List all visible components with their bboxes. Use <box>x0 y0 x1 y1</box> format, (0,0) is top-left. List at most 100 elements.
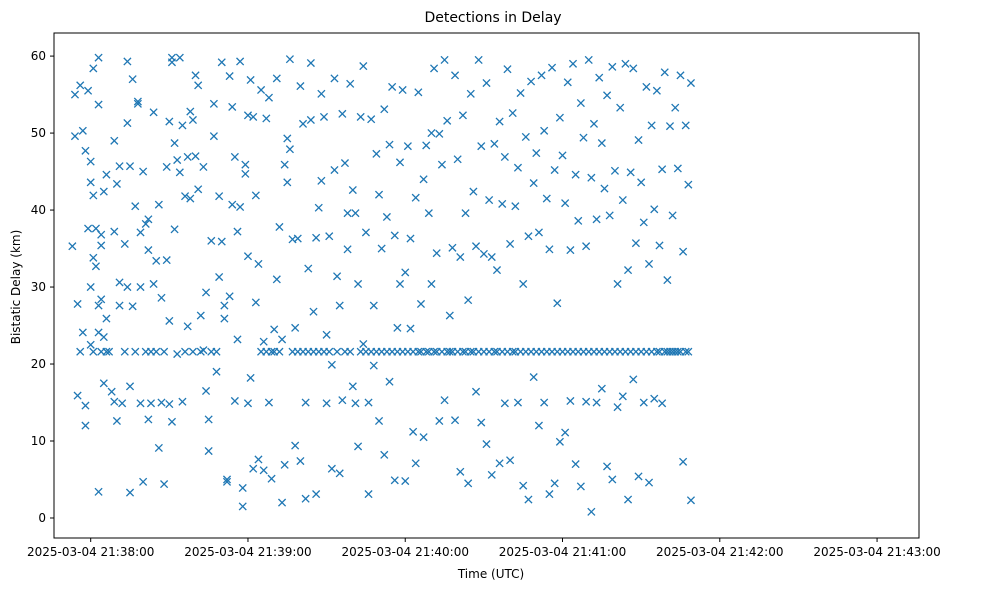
data-point-marker <box>419 175 428 184</box>
data-point-marker <box>178 397 187 406</box>
data-point-marker <box>275 222 284 232</box>
data-point-marker <box>175 53 184 62</box>
data-point-marker <box>398 85 407 95</box>
data-point-marker <box>608 62 617 71</box>
data-point-marker <box>524 232 533 241</box>
data-point-marker <box>665 122 675 131</box>
data-point-marker <box>650 394 659 403</box>
data-point-marker <box>343 245 352 254</box>
data-point-marker <box>477 142 486 151</box>
data-point-marker <box>78 126 87 135</box>
data-point-marker <box>186 107 195 116</box>
data-point-marker <box>225 72 234 81</box>
y-tick-label: 40 <box>31 203 46 217</box>
data-point-marker <box>327 464 336 473</box>
data-point-marker <box>99 187 108 196</box>
data-point-marker <box>280 160 289 169</box>
data-point-marker <box>414 347 423 356</box>
data-point-marker <box>110 136 119 145</box>
data-point-marker <box>450 416 460 425</box>
data-point-marker <box>492 266 502 275</box>
data-point-marker <box>346 79 355 88</box>
data-point-marker <box>144 415 153 424</box>
data-point-marker <box>650 205 659 214</box>
data-point-marker <box>676 71 685 80</box>
data-point-marker <box>123 57 132 66</box>
data-point-marker <box>277 498 287 507</box>
data-point-marker <box>466 89 475 98</box>
data-point-marker <box>194 81 203 90</box>
data-point-marker <box>658 399 667 408</box>
data-point-marker <box>356 112 365 121</box>
data-point-marker <box>217 58 226 67</box>
data-point-marker <box>359 339 368 349</box>
data-point-marker <box>241 160 250 169</box>
data-point-marker <box>671 103 680 112</box>
data-point-marker <box>506 239 515 248</box>
data-point-marker <box>225 292 234 301</box>
data-point-marker <box>183 322 192 331</box>
data-point-marker <box>364 490 373 499</box>
data-point-marker <box>267 347 276 356</box>
data-point-marker <box>89 347 98 356</box>
data-point-marker <box>639 398 648 407</box>
data-point-marker <box>78 328 87 337</box>
x-tick-label: 2025-03-04 21:42:00 <box>656 545 783 559</box>
data-point-marker <box>545 245 554 254</box>
data-point-marker <box>154 443 163 452</box>
data-point-marker <box>592 398 601 407</box>
data-point-marker <box>304 264 313 273</box>
data-point-marker <box>637 178 646 187</box>
data-point-marker <box>136 399 145 408</box>
data-point-marker <box>194 185 203 194</box>
data-point-marker <box>500 399 509 408</box>
data-point-marker <box>513 163 523 172</box>
data-point-marker <box>149 279 158 289</box>
data-point-marker <box>456 467 465 476</box>
data-point-marker <box>346 347 355 356</box>
data-point-marker <box>123 282 132 292</box>
data-point-marker <box>537 71 546 80</box>
data-point-marker <box>513 398 523 407</box>
data-point-marker <box>524 495 533 504</box>
data-point-marker <box>450 71 460 80</box>
data-point-marker <box>430 347 439 356</box>
data-point-marker <box>506 456 515 465</box>
data-point-marker <box>401 476 410 486</box>
data-point-marker <box>485 195 494 205</box>
data-point-marker <box>188 347 197 356</box>
data-point-marker <box>267 474 276 483</box>
data-point-marker <box>162 256 171 265</box>
data-point-marker <box>264 93 273 102</box>
data-point-marker <box>621 59 630 68</box>
data-point-marker <box>201 288 211 297</box>
data-point-marker <box>165 117 174 126</box>
data-point-marker <box>424 209 433 218</box>
data-point-marker <box>595 73 604 82</box>
data-point-marker <box>125 382 135 391</box>
data-point-marker <box>131 347 140 356</box>
data-point-marker <box>553 299 562 308</box>
data-point-marker <box>343 209 352 218</box>
data-point-marker <box>249 112 258 121</box>
data-point-marker <box>173 155 182 165</box>
data-point-marker <box>272 74 281 83</box>
data-point-marker <box>647 121 656 130</box>
data-point-marker <box>406 234 415 243</box>
data-point-marker <box>540 398 549 407</box>
data-point-marker <box>76 81 85 90</box>
data-point-marker <box>597 384 606 393</box>
data-point-marker <box>576 482 585 491</box>
data-point-marker <box>589 119 599 128</box>
data-point-marker <box>445 311 454 320</box>
data-point-marker <box>333 347 342 356</box>
data-point-marker <box>684 180 693 189</box>
data-point-marker <box>532 149 541 158</box>
data-point-marker <box>411 459 420 468</box>
data-point-marker <box>603 462 612 471</box>
data-point-marker <box>236 202 245 212</box>
data-point-marker <box>230 396 239 406</box>
data-point-marker <box>270 325 279 334</box>
data-point-marker <box>99 379 108 388</box>
data-point-marker <box>660 68 669 77</box>
